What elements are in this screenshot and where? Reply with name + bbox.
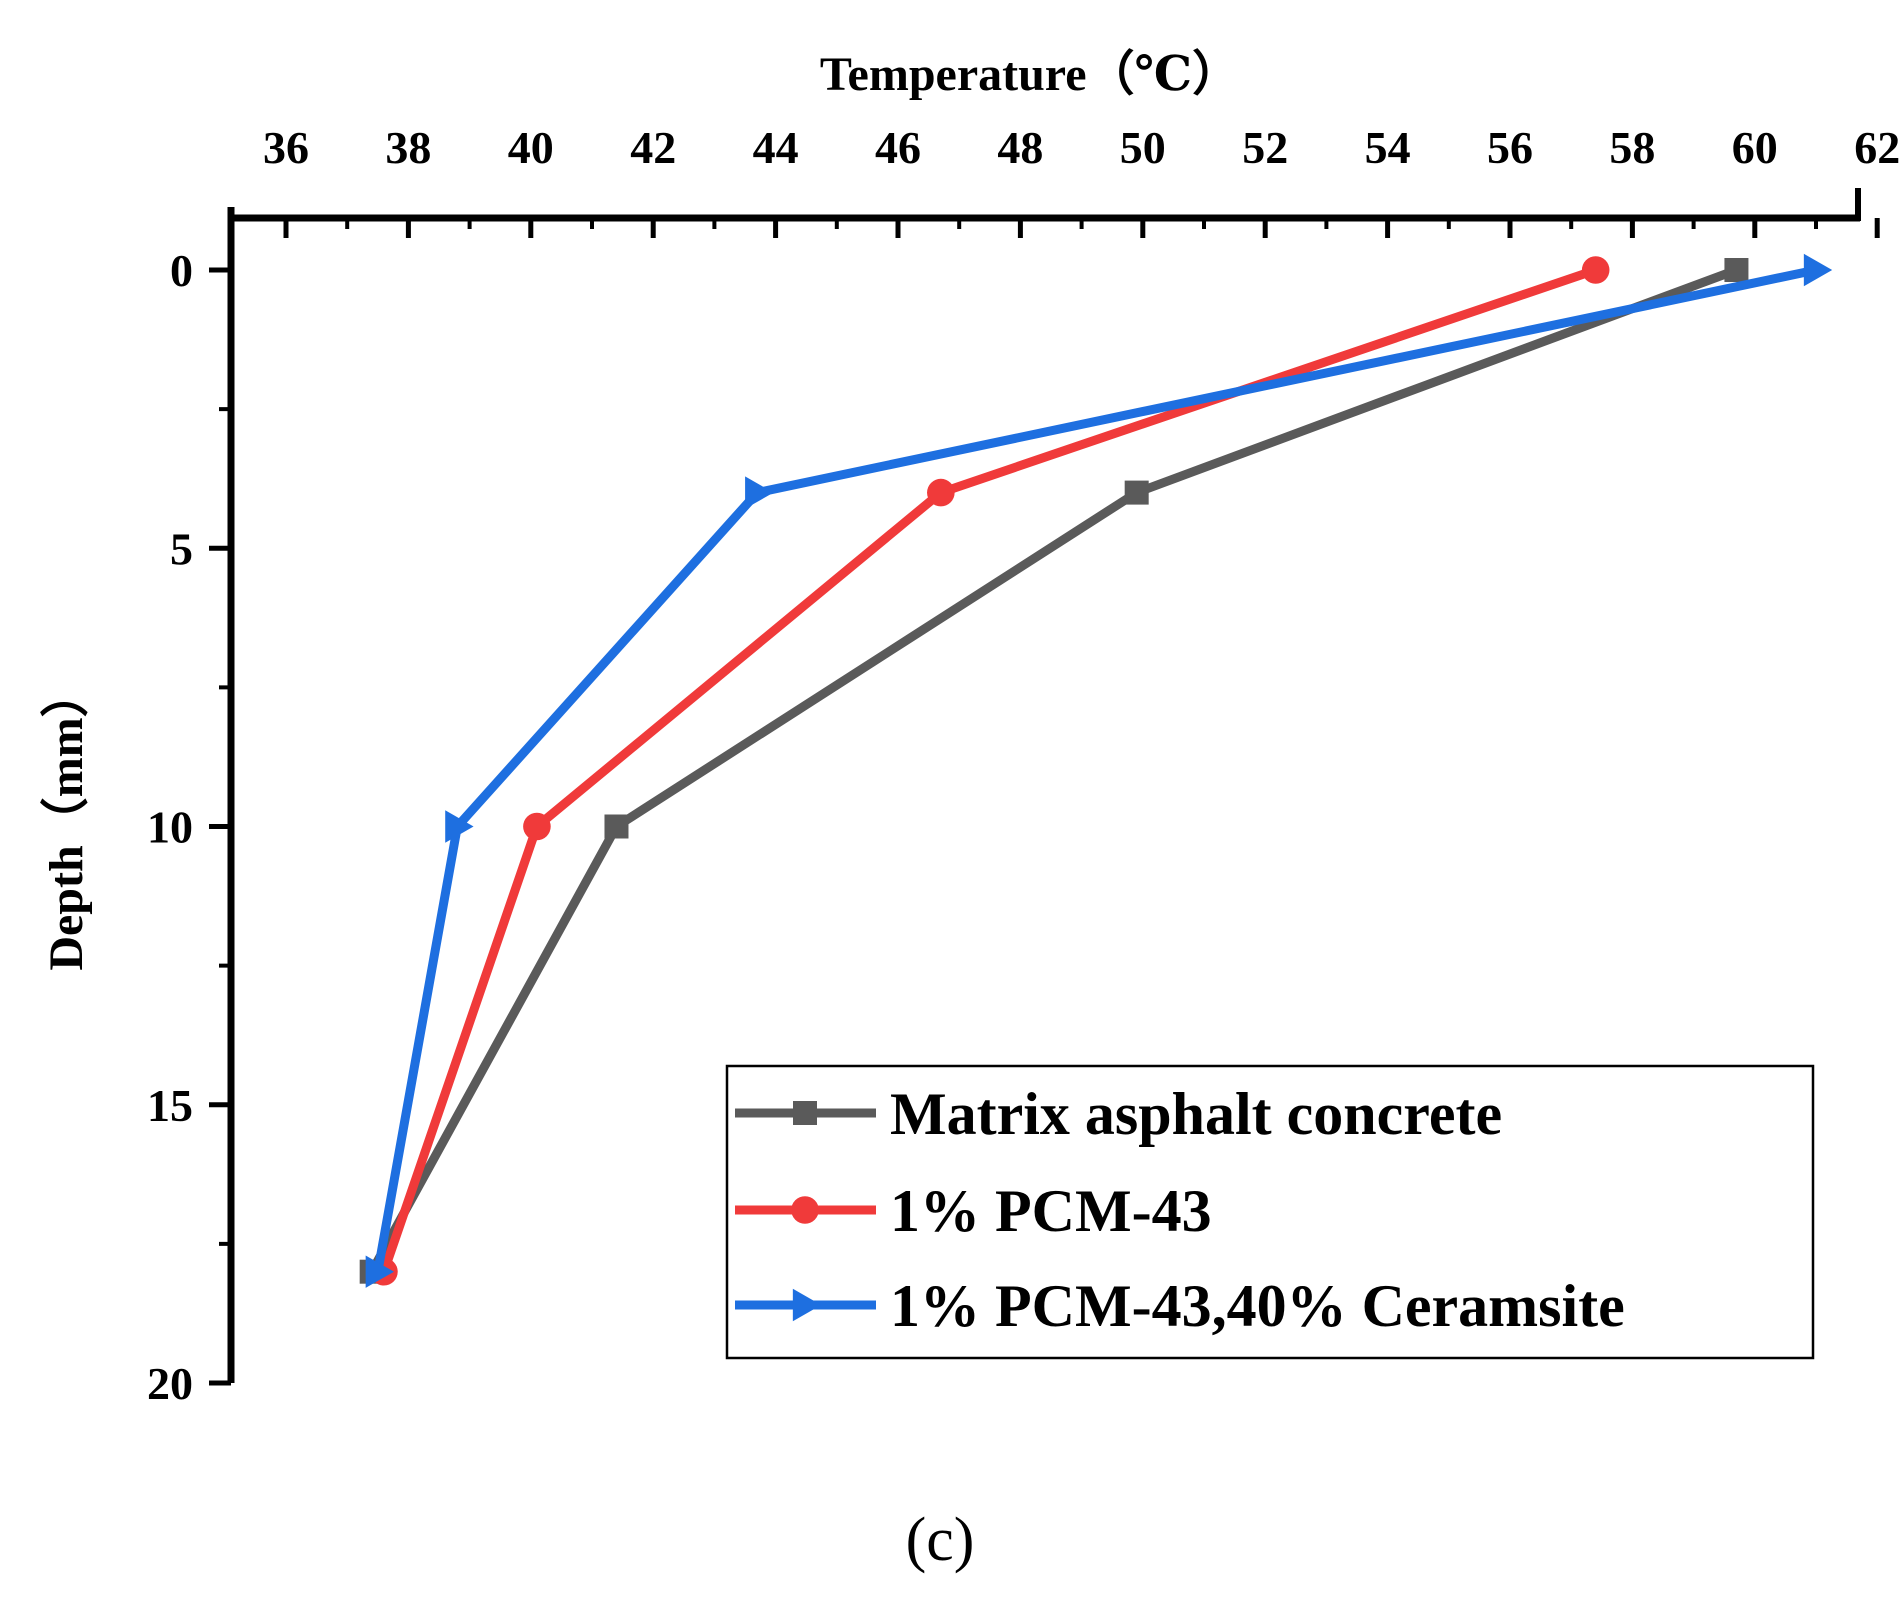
data-point <box>445 810 474 843</box>
data-point <box>927 478 955 507</box>
legend-box <box>725 1064 1815 1360</box>
x-tick-label: 38 <box>385 122 431 173</box>
data-point <box>604 814 629 839</box>
series-group <box>359 253 1833 1288</box>
x-tick-label: 44 <box>753 122 799 173</box>
x-tick-label: 46 <box>875 122 921 173</box>
legend: Matrix asphalt concrete 1% PCM-43 1% PCM-4… <box>725 1064 1815 1360</box>
y-tick-label: 20 <box>147 1358 193 1409</box>
x-tick-label: 42 <box>630 122 676 173</box>
x-tick-group: 36 38 40 42 44 46 48 50 52 54 56 58 60 62 <box>263 122 1900 238</box>
data-point <box>523 812 551 841</box>
legend-label: Matrix asphalt concrete <box>890 1081 1502 1147</box>
series-3 <box>365 253 1833 1288</box>
legend-label: 1% PCM-43 <box>890 1178 1212 1244</box>
x-tick-label: 52 <box>1242 122 1288 173</box>
y-tick-label: 0 <box>170 245 193 296</box>
x-tick-label: 54 <box>1365 122 1411 173</box>
x-axis-title: Temperature（℃） <box>820 48 1240 101</box>
legend-marker <box>792 1288 822 1322</box>
data-point <box>1124 480 1149 505</box>
x-tick-label: 58 <box>1609 122 1655 173</box>
data-point <box>745 476 774 509</box>
y-axis-title: Depth（mm） <box>40 669 93 970</box>
data-point <box>1803 253 1833 287</box>
series-line <box>373 265 1817 1273</box>
y-tick-label: 10 <box>147 802 193 853</box>
data-point <box>1581 256 1610 284</box>
legend-marker <box>791 1196 819 1224</box>
series-line <box>367 265 1739 1274</box>
x-tick-label: 50 <box>1120 122 1166 173</box>
x-tick-label: 48 <box>997 122 1043 173</box>
x-tick-label: 60 <box>1732 122 1778 173</box>
data-point <box>365 1255 394 1288</box>
y-tick-group: 0 5 10 15 20 <box>147 245 231 1409</box>
y-tick-label: 15 <box>147 1080 193 1131</box>
x-tick-label: 36 <box>263 122 309 173</box>
panel-label: (c) <box>906 1506 975 1574</box>
data-point <box>1724 258 1749 282</box>
x-tick-label: 56 <box>1487 122 1533 173</box>
x-tick-label: 62 <box>1854 122 1900 173</box>
legend-label: 1% PCM-43,40% Ceramsite <box>890 1273 1625 1339</box>
x-tick-label: 40 <box>508 122 554 173</box>
legend-marker <box>793 1101 817 1125</box>
y-tick-label: 5 <box>170 523 193 574</box>
